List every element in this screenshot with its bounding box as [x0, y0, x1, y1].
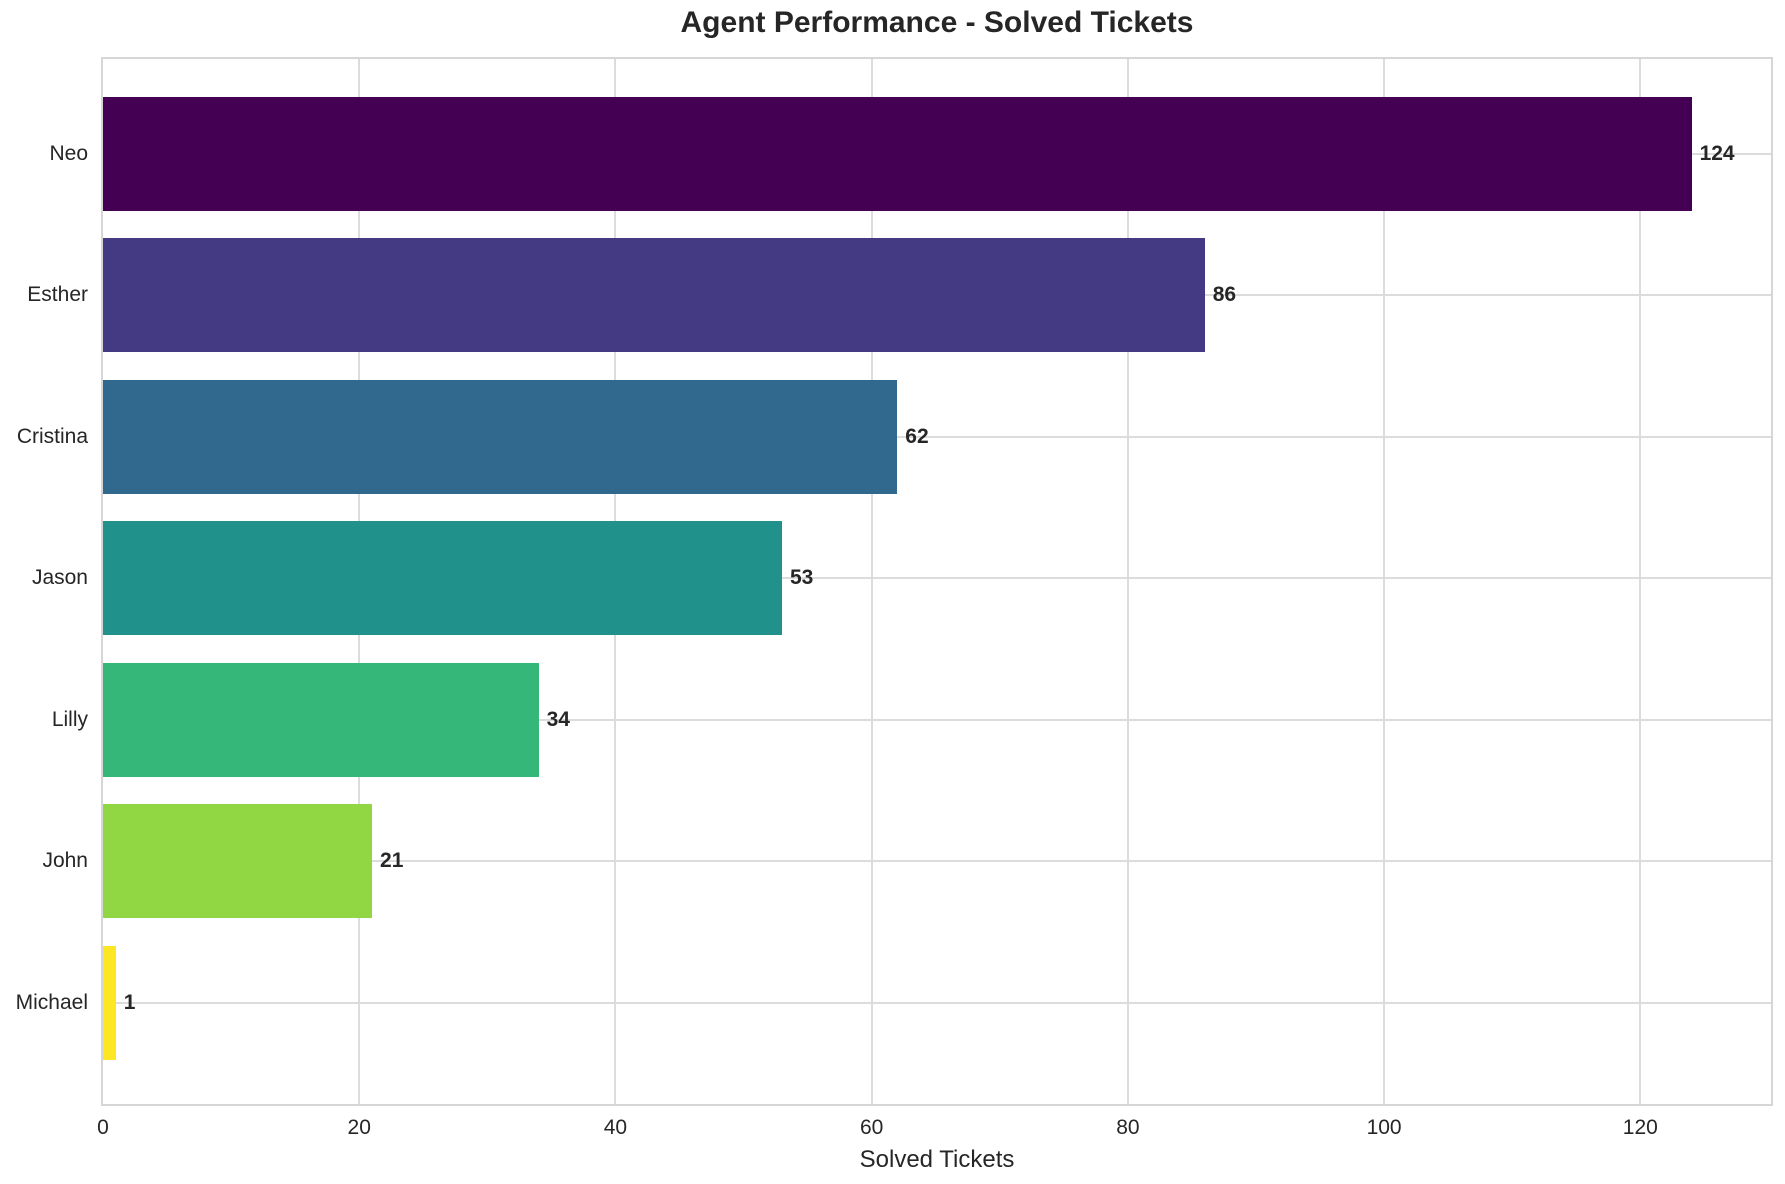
y-tick-label: Neo	[49, 141, 88, 165]
bar-value-label: 124	[1699, 141, 1735, 165]
bar-lilly	[103, 662, 539, 777]
chart-title: Agent Performance - Solved Tickets	[680, 6, 1194, 39]
x-tick-label: 60	[859, 1116, 884, 1139]
gridline-horizontal	[103, 577, 1771, 579]
bar-esther	[103, 238, 1205, 352]
bar-value-label: 53	[789, 566, 814, 589]
x-tick-label: 0	[97, 1116, 109, 1139]
bar-value-label: 34	[546, 707, 570, 731]
bar-cristina	[103, 379, 898, 494]
x-axis-label: Solved Tickets	[859, 1146, 1015, 1173]
bar-value-label: 1	[123, 990, 136, 1014]
plot-area: 124 86 62 53 34 21 1	[101, 57, 1773, 1106]
bar-john	[103, 804, 373, 918]
gridline-vertical	[1126, 59, 1129, 1104]
bar-value-label: 21	[380, 849, 404, 872]
x-tick-label: 80	[1116, 1116, 1140, 1139]
y-tick-label: Michael	[15, 990, 88, 1014]
gridline-horizontal	[103, 860, 1771, 862]
y-tick-label: Jason	[31, 566, 88, 589]
bar-neo	[103, 96, 1692, 211]
bar-value-label: 62	[905, 424, 929, 448]
bar-michael	[103, 945, 116, 1060]
gridline-vertical	[1639, 59, 1642, 1104]
gridline-vertical	[870, 59, 873, 1104]
x-tick-label: 100	[1366, 1116, 1402, 1139]
gridline-horizontal	[103, 718, 1771, 721]
x-tick-label: 120	[1622, 1116, 1658, 1139]
gridline-horizontal	[103, 435, 1771, 438]
x-tick-label: 20	[347, 1116, 371, 1139]
y-tick-label: John	[42, 849, 88, 872]
gridline-vertical	[1383, 59, 1386, 1104]
gridline-horizontal	[103, 1001, 1771, 1004]
y-tick-label: Esther	[27, 283, 88, 306]
y-tick-label: Lilly	[51, 707, 88, 731]
bar-jason	[103, 521, 782, 635]
y-tick-label: Cristina	[16, 424, 88, 448]
bar-value-label: 86	[1212, 283, 1237, 306]
x-tick-label: 40	[603, 1116, 628, 1139]
